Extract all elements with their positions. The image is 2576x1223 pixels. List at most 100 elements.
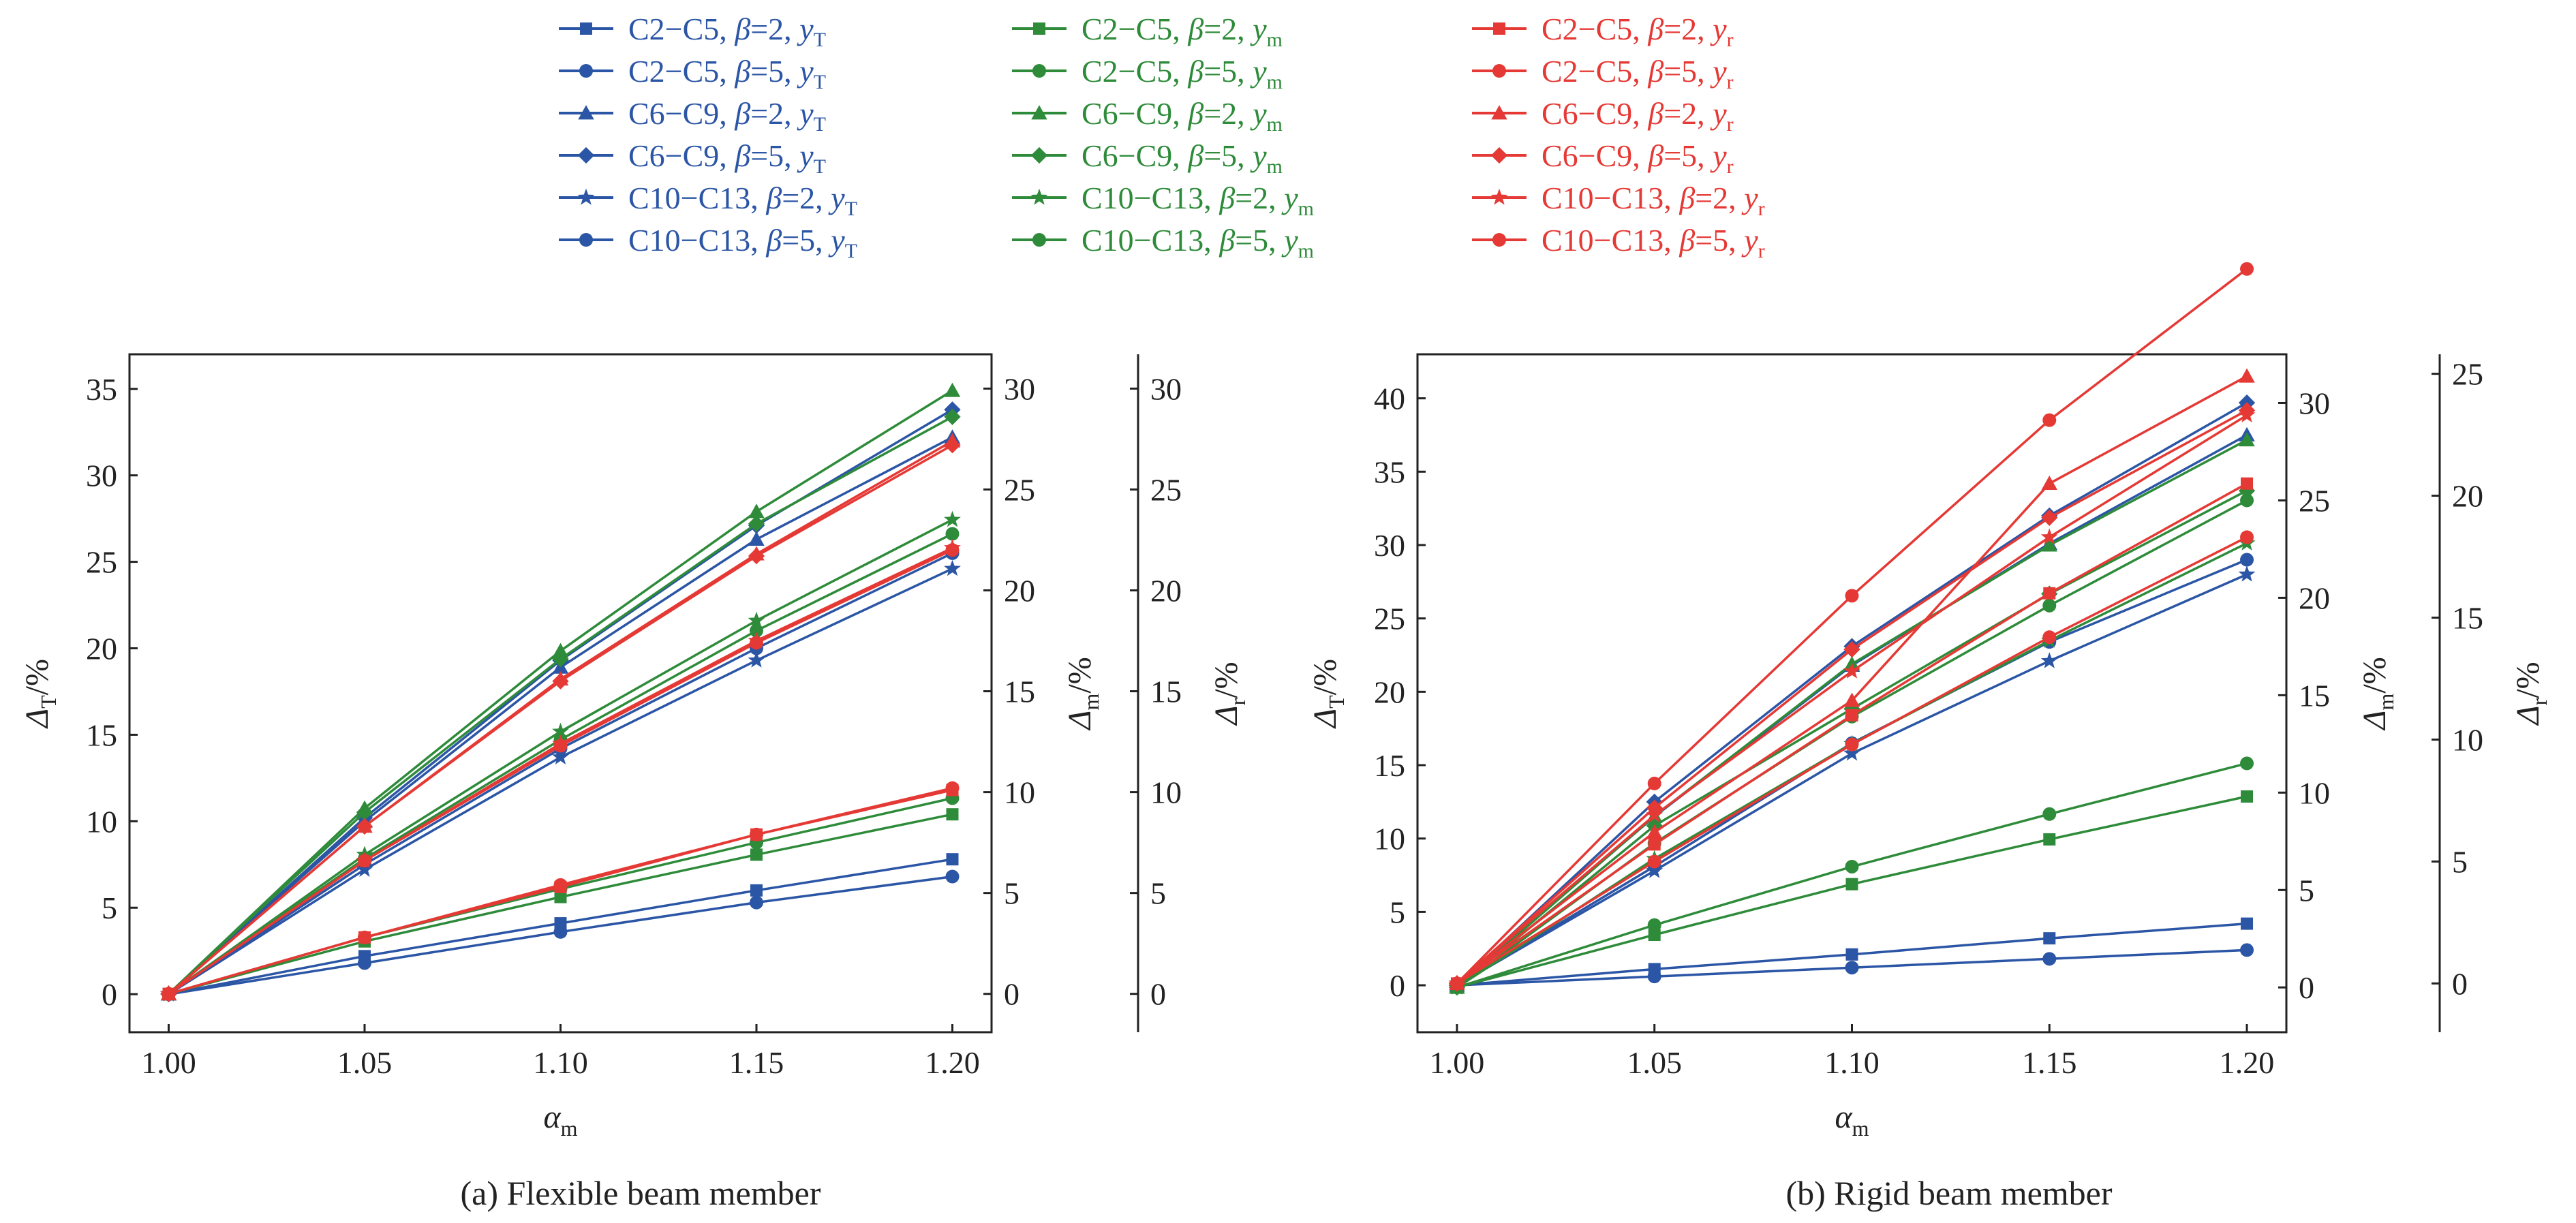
- y-axis-label-m: Δm/%: [1062, 657, 1103, 730]
- series-point-r-13: [358, 930, 371, 944]
- legend-label-y: y: [828, 181, 845, 215]
- x-axis-label-symbol: α: [1835, 1099, 1852, 1135]
- legend-label: C6−C9, β=5, yr: [1542, 138, 1734, 178]
- series-point-T-4: [2238, 566, 2256, 582]
- legend-label-value: =2,: [1663, 96, 1713, 131]
- legend-label-beta: β: [1647, 96, 1663, 131]
- y-tick-label-r: 30: [1150, 371, 1182, 406]
- legend-label-y: y: [1741, 223, 1758, 258]
- legend-label: C6−C9, β=2, yr: [1542, 96, 1734, 136]
- legend-label-subscript: r: [1758, 198, 1765, 220]
- legend-label-beta: β: [1187, 96, 1203, 131]
- legend-label-y: y: [797, 96, 814, 131]
- series-point-T-4: [552, 748, 569, 764]
- y-tick-label-m: 25: [1004, 472, 1035, 507]
- y-tick-label-left: 15: [1374, 748, 1405, 783]
- legend-label-series: C6−C9,: [628, 138, 735, 173]
- legend-label-subscript: T: [845, 240, 857, 262]
- legend-label-subscript: T: [845, 198, 857, 220]
- series-point-r-12: [1648, 838, 1661, 851]
- legend-marker-circle: [579, 233, 593, 247]
- legend-label-subscript: T: [814, 71, 826, 93]
- y-tick-label-m: 10: [2299, 775, 2330, 810]
- x-tick-label: 1.10: [533, 1045, 588, 1080]
- legend-label-beta: β: [734, 54, 750, 89]
- legend-label-beta: β: [765, 223, 782, 258]
- series-point-m-9: [356, 804, 373, 821]
- y-tick-label-left: 30: [1374, 528, 1405, 563]
- legend-label-series: C6−C9,: [628, 96, 735, 131]
- y-tick-label-left: 35: [1374, 454, 1405, 489]
- series-point-r-13: [553, 878, 568, 892]
- y-tick-label-m: 20: [1004, 573, 1035, 608]
- legend-marker-triangle: [578, 105, 594, 120]
- legend-label-value: =2,: [750, 96, 799, 131]
- legend-label: C6−C9, β=2, yT: [628, 96, 826, 136]
- y-tick-label-r: 5: [2452, 844, 2468, 879]
- series-point-m-6: [1648, 929, 1661, 942]
- legend-label-series: C2−C5,: [1082, 54, 1188, 89]
- series-line-m-9: [168, 416, 953, 995]
- legend-label-value: =5,: [1203, 138, 1253, 173]
- legend-label-beta: β: [765, 181, 782, 215]
- x-axis-label-subscript: m: [561, 1116, 578, 1141]
- legend-label-value: =5,: [1695, 223, 1744, 258]
- y-axis-label-r-subscript: r: [1225, 698, 1250, 705]
- y-tick-label-r: 0: [2452, 966, 2468, 1001]
- series-point-T-1: [750, 895, 763, 910]
- legend-label-y: y: [1250, 12, 1267, 46]
- series-point-T-4: [748, 651, 765, 668]
- y-tick-label-r: 0: [1150, 977, 1166, 1012]
- series-point-m-7: [2240, 756, 2254, 771]
- series-point-T-1: [1845, 961, 1859, 975]
- y-axis-label-m-subscript: m: [2374, 694, 2398, 711]
- series-point-r-16: [2238, 406, 2256, 422]
- legend-marker-square: [1033, 22, 1045, 35]
- legend-label: C2−C5, β=2, ym: [1082, 12, 1283, 51]
- x-tick-label: 1.00: [1430, 1045, 1485, 1080]
- y-tick-label-m: 30: [2299, 386, 2330, 420]
- legend-label-y: y: [1250, 138, 1267, 173]
- legend-label-series: C10−C13,: [628, 181, 766, 215]
- series-point-m-6: [750, 848, 763, 861]
- y-tick-label-left: 10: [86, 804, 117, 839]
- legend-label-series: C10−C13,: [1082, 181, 1219, 215]
- series-point-T-4: [1843, 744, 1860, 761]
- series-point-m-10: [944, 510, 961, 527]
- y-tick-label-m: 25: [2299, 483, 2330, 518]
- series-point-m-7: [1845, 859, 1859, 873]
- series-point-r-12: [2043, 587, 2056, 600]
- legend-label-beta: β: [1218, 181, 1235, 215]
- y-axis-label-m: Δm/%: [2357, 657, 2398, 730]
- series-point-r-17: [2042, 413, 2057, 427]
- series-point-m-6: [2043, 833, 2056, 846]
- legend-label-series: C10−C13,: [1542, 223, 1679, 258]
- legend-label: C10−C13, β=5, ym: [1082, 223, 1314, 262]
- legend-label-series: C10−C13,: [1542, 181, 1679, 215]
- legend-label-subscript: T: [814, 29, 826, 51]
- y-tick-label-r: 15: [2452, 601, 2483, 636]
- legend-label-value: =2,: [1235, 181, 1284, 215]
- legend-label-subscript: r: [1758, 240, 1765, 262]
- legend-label-beta: β: [1678, 223, 1695, 258]
- series-point-r-17: [162, 987, 176, 1001]
- y-axis-label-m-subscript: m: [1079, 694, 1103, 711]
- legend-label-value: =5,: [1663, 138, 1713, 173]
- legend-marker-star: [1490, 188, 1508, 205]
- y-axis-label-T-subscript: T: [36, 695, 61, 709]
- legend-label-value: =5,: [1235, 223, 1284, 258]
- legend-label-subscript: m: [1267, 113, 1283, 136]
- legend-label-series: C2−C5,: [628, 54, 735, 89]
- series-point-T-2: [748, 531, 765, 546]
- series-point-m-10: [552, 722, 569, 739]
- series-point-T-5: [2240, 553, 2254, 567]
- y-tick-label-left: 0: [1390, 968, 1405, 1003]
- series-point-m-11: [945, 527, 960, 541]
- x-axis-label: αm: [543, 1099, 577, 1141]
- legend-marker-star: [577, 188, 595, 205]
- series-line-T-5: [1456, 558, 2248, 987]
- legend-label-value: =2,: [750, 12, 799, 46]
- series-point-m-8: [2041, 537, 2057, 552]
- series-point-r-16: [2040, 528, 2058, 544]
- y-axis-label-r-symbol: Δ: [1208, 705, 1244, 726]
